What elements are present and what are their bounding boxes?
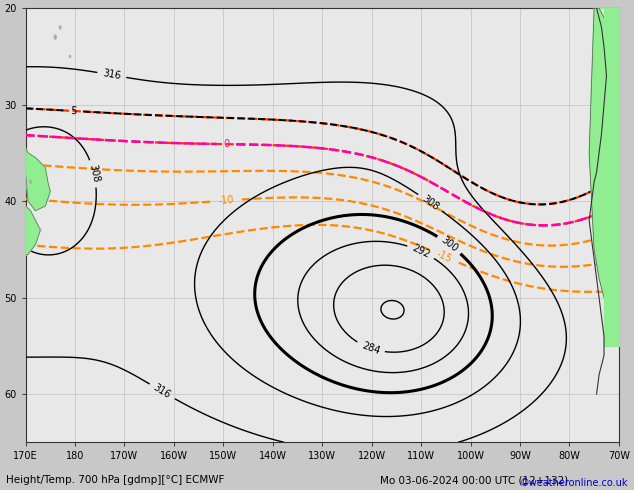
Circle shape xyxy=(55,35,56,39)
Text: 0: 0 xyxy=(223,139,230,149)
Text: -5: -5 xyxy=(26,159,37,170)
Text: -15: -15 xyxy=(435,248,454,264)
Text: 292: 292 xyxy=(411,243,432,260)
Text: 316: 316 xyxy=(152,382,172,400)
Text: 5: 5 xyxy=(70,106,77,116)
Circle shape xyxy=(30,180,31,183)
Text: 300: 300 xyxy=(439,235,460,254)
Circle shape xyxy=(60,26,61,29)
Text: Height/Temp. 700 hPa [gdmp][°C] ECMWF: Height/Temp. 700 hPa [gdmp][°C] ECMWF xyxy=(6,475,224,485)
Text: 308: 308 xyxy=(87,164,101,184)
Text: ©weatheronline.co.uk: ©weatheronline.co.uk xyxy=(519,478,628,488)
Polygon shape xyxy=(25,148,50,211)
Text: Mo 03-06-2024 00:00 UTC (12+132): Mo 03-06-2024 00:00 UTC (12+132) xyxy=(380,475,569,485)
Text: 284: 284 xyxy=(360,341,381,356)
Text: 308: 308 xyxy=(420,193,441,212)
Polygon shape xyxy=(16,206,41,259)
Circle shape xyxy=(25,186,26,188)
Text: -10: -10 xyxy=(218,195,235,206)
Circle shape xyxy=(35,220,36,221)
Polygon shape xyxy=(589,8,619,297)
Text: 316: 316 xyxy=(102,69,122,81)
Circle shape xyxy=(40,229,41,231)
